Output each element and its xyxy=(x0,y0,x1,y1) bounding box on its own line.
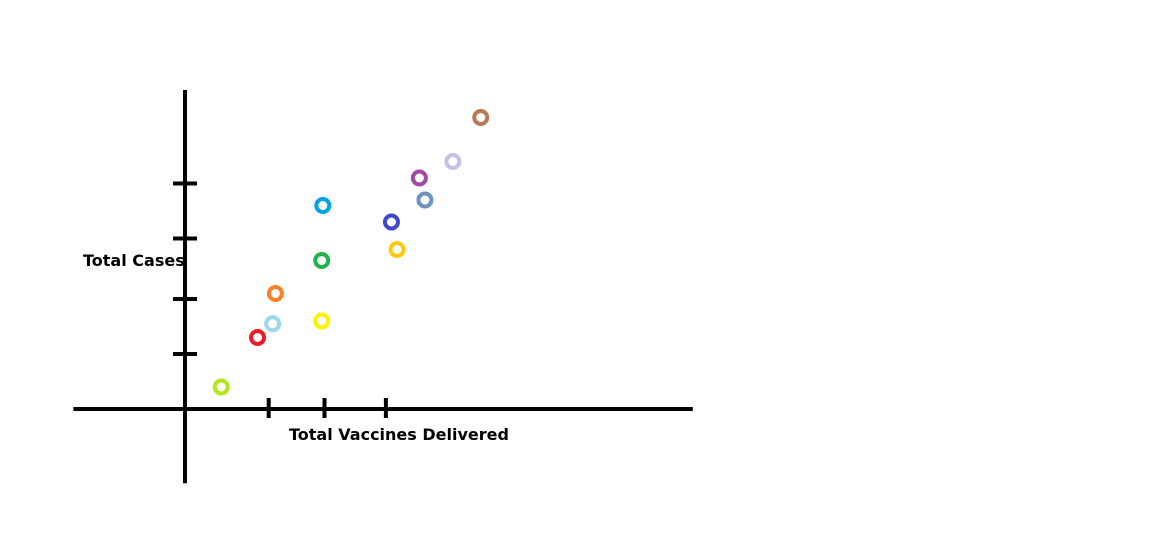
data-point-9 xyxy=(388,241,406,258)
data-point-2 xyxy=(249,329,267,346)
x-axis-label: Total Vaccines Delivered xyxy=(289,425,509,444)
data-point-13 xyxy=(472,109,490,126)
data-point-7 xyxy=(314,197,332,214)
data-point-12 xyxy=(444,153,462,170)
data-point-8 xyxy=(382,213,400,231)
data-point-5 xyxy=(313,312,331,330)
y-axis-label: Total Cases xyxy=(83,251,185,270)
data-point-1 xyxy=(212,378,230,396)
data-point-3 xyxy=(264,315,282,333)
data-point-4 xyxy=(266,285,284,302)
data-points xyxy=(212,109,490,396)
axes xyxy=(73,90,693,484)
data-point-10 xyxy=(416,191,434,209)
data-point-6 xyxy=(313,252,331,269)
data-point-11 xyxy=(410,169,428,187)
ticks xyxy=(173,181,388,418)
